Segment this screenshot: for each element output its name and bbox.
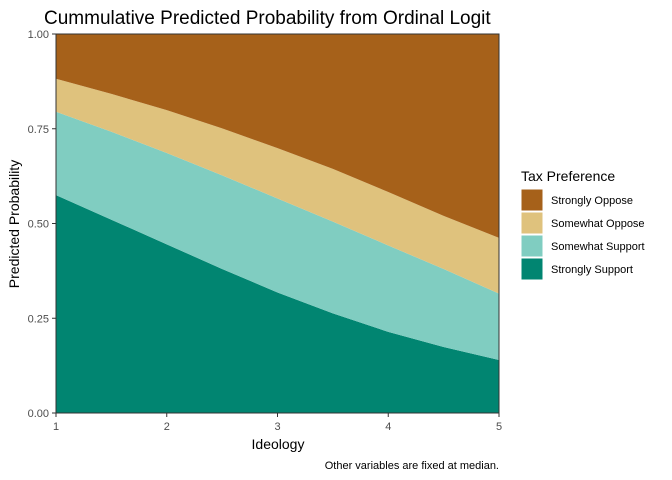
legend-label: Strongly Oppose (551, 195, 633, 207)
legend-key-strongly-support (520, 257, 544, 281)
legend-key-strongly-oppose (520, 188, 544, 212)
caption: Other variables are fixed at median. (325, 460, 499, 472)
legend-label: Strongly Support (551, 264, 633, 276)
x-tick-label: 2 (164, 421, 170, 433)
area-somewhat-oppose (56, 78, 499, 294)
area-somewhat-support (56, 111, 499, 360)
area-strongly-oppose (56, 34, 499, 238)
y-axis-title: Predicted Probability (6, 160, 22, 288)
legend-key-somewhat-support (520, 234, 544, 258)
x-axis-title: Ideology (252, 436, 305, 452)
legend-label: Somewhat Oppose (551, 218, 645, 230)
legend-label: Somewhat Support (551, 241, 645, 253)
plot-areas (56, 34, 499, 413)
legend: Tax Preference Strongly Oppose Somewhat O… (520, 168, 645, 281)
y-tick-label: 0.00 (28, 408, 49, 420)
y-axis: 0.00 0.25 0.50 0.75 1.00 (28, 29, 56, 420)
legend-title: Tax Preference (521, 168, 615, 184)
x-tick-label: 5 (496, 421, 502, 433)
x-tick-label: 1 (53, 421, 59, 433)
y-tick-label: 0.25 (28, 313, 49, 325)
y-tick-label: 0.75 (28, 124, 49, 136)
x-tick-label: 4 (385, 421, 391, 433)
x-tick-label: 3 (274, 421, 280, 433)
y-tick-label: 0.50 (28, 219, 49, 231)
x-axis: 1 2 3 4 5 (53, 413, 502, 433)
legend-key-somewhat-oppose (520, 211, 544, 235)
area-strongly-support (56, 195, 499, 413)
chart-title: Cummulative Predicted Probability from O… (44, 8, 491, 29)
y-tick-label: 1.00 (28, 29, 49, 41)
